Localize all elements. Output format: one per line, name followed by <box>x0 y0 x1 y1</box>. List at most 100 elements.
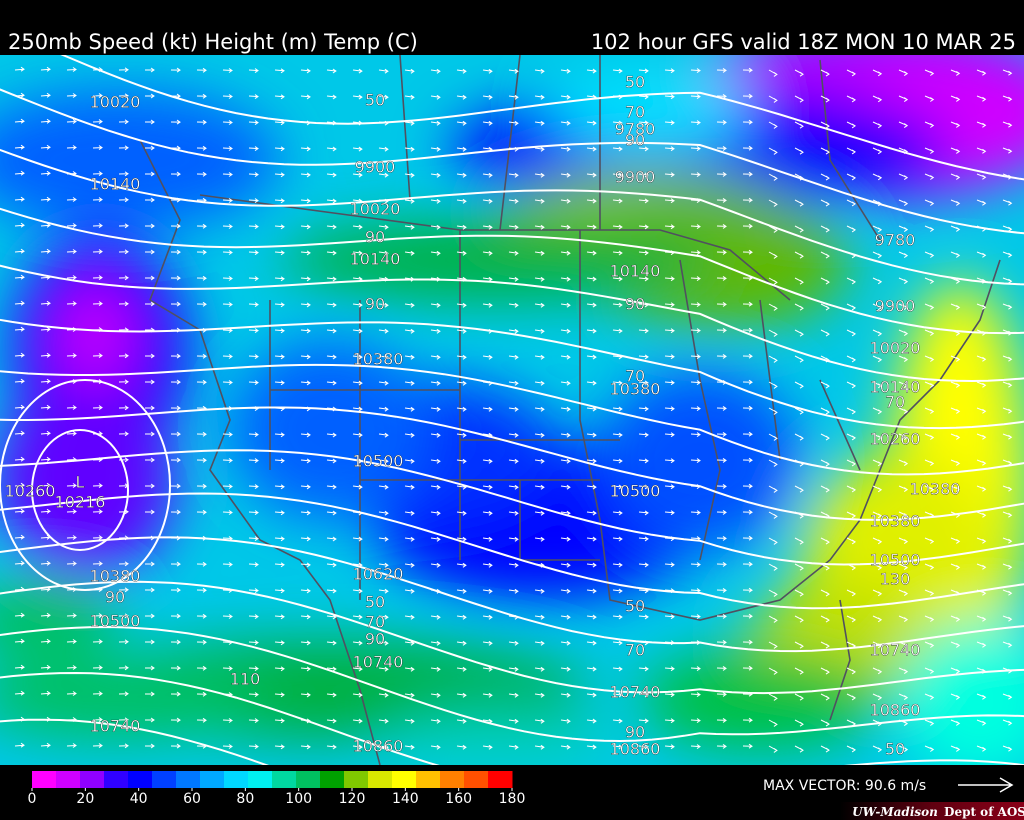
wind-arrow <box>40 742 51 748</box>
wind-arrow <box>976 355 987 362</box>
contour-label: 10860 <box>353 737 404 756</box>
wind-arrow <box>716 535 727 541</box>
wind-arrow <box>378 432 389 438</box>
wind-arrow <box>274 692 285 698</box>
wind-arrow <box>222 224 233 229</box>
wind-arrow <box>742 145 753 151</box>
wind-arrow <box>222 640 233 645</box>
wind-arrow <box>534 328 545 334</box>
wind-arrow <box>145 223 155 229</box>
wind-arrow <box>820 95 830 103</box>
wind-arrow <box>976 693 987 700</box>
wind-arrow <box>378 250 389 256</box>
wind-arrow <box>378 302 389 308</box>
wind-arrow <box>898 381 909 389</box>
wind-arrow <box>768 355 778 363</box>
wind-arrow <box>352 718 363 724</box>
wind-arrow <box>274 406 285 412</box>
wind-arrow <box>430 640 441 646</box>
wind-arrow <box>924 459 935 466</box>
wind-arrow <box>612 146 623 152</box>
wind-arrow <box>248 120 259 126</box>
wind-arrow <box>248 172 259 178</box>
wind-arrow <box>846 121 857 129</box>
wind-arrow <box>145 457 155 463</box>
wind-arrow <box>404 250 415 256</box>
wind-arrow <box>638 380 649 386</box>
wind-arrow <box>976 329 987 336</box>
wind-arrow <box>742 431 753 437</box>
wind-arrow <box>300 614 311 620</box>
wind-arrow <box>456 510 467 516</box>
wind-arrow <box>820 719 830 727</box>
wind-arrow <box>352 458 363 464</box>
wind-arrow <box>872 511 883 519</box>
wind-arrow <box>274 510 285 516</box>
wind-arrow <box>768 381 778 389</box>
wind-arrow <box>508 666 519 672</box>
wind-arrow <box>976 537 987 544</box>
wind-arrow <box>976 95 987 102</box>
wind-arrow <box>482 562 493 568</box>
wind-arrow <box>326 68 337 74</box>
contour-label: 9780 <box>615 120 656 139</box>
wind-arrow <box>742 249 753 255</box>
wind-arrow <box>66 275 77 280</box>
wind-arrow <box>690 146 701 152</box>
wind-arrow <box>248 744 259 750</box>
wind-arrow <box>404 562 415 568</box>
wind-arrow <box>820 589 830 597</box>
wind-arrow <box>92 249 103 255</box>
wind-arrow <box>145 561 155 567</box>
wind-arrow <box>742 301 753 307</box>
wind-arrow <box>482 68 493 74</box>
wind-arrow <box>690 562 701 568</box>
wind-arrow <box>352 536 363 542</box>
wind-arrow <box>40 196 51 202</box>
wind-arrow <box>456 406 467 412</box>
wind-arrow <box>534 146 545 152</box>
wind-arrow <box>924 537 935 544</box>
wind-arrow <box>118 93 129 99</box>
wind-arrow <box>560 562 571 568</box>
speed-blob <box>230 340 430 520</box>
wind-arrow <box>820 485 830 493</box>
wind-arrow <box>638 250 649 256</box>
wind-arrow <box>690 692 701 698</box>
wind-arrow <box>40 92 51 98</box>
wind-arrow <box>820 511 830 519</box>
wind-arrow <box>274 94 285 100</box>
wind-arrow <box>145 275 155 281</box>
wind-arrow <box>690 484 701 490</box>
wind-arrow <box>14 508 25 514</box>
color-swatch <box>464 771 489 788</box>
wind-arrow <box>742 691 753 697</box>
wind-arrow <box>92 431 103 437</box>
wind-arrow <box>534 380 545 386</box>
wind-arrow <box>300 510 311 516</box>
wind-arrow <box>846 251 857 259</box>
wind-arrow <box>664 536 675 542</box>
wind-arrow <box>690 172 701 178</box>
wind-arrow <box>508 640 519 646</box>
wind-arrow <box>612 224 623 230</box>
wind-arrow <box>66 431 77 436</box>
wind-arrow <box>274 744 285 750</box>
wind-arrow <box>248 692 259 698</box>
wind-arrow <box>352 250 363 256</box>
wind-arrow <box>794 511 804 519</box>
wind-arrow <box>170 587 181 593</box>
wind-arrow <box>820 225 830 233</box>
wind-arrow <box>274 380 285 386</box>
wind-arrow <box>534 302 545 308</box>
height-contour <box>0 148 1024 286</box>
wind-arrow <box>1002 407 1013 414</box>
wind-arrow <box>170 639 181 645</box>
wind-arrow <box>66 171 77 176</box>
wind-arrow <box>846 407 857 415</box>
wind-arrow <box>352 302 363 308</box>
contour-label: 90 <box>625 131 645 150</box>
wind-arrow <box>586 68 597 74</box>
wind-arrow <box>950 563 961 570</box>
contour-label: 10380 <box>870 512 921 531</box>
